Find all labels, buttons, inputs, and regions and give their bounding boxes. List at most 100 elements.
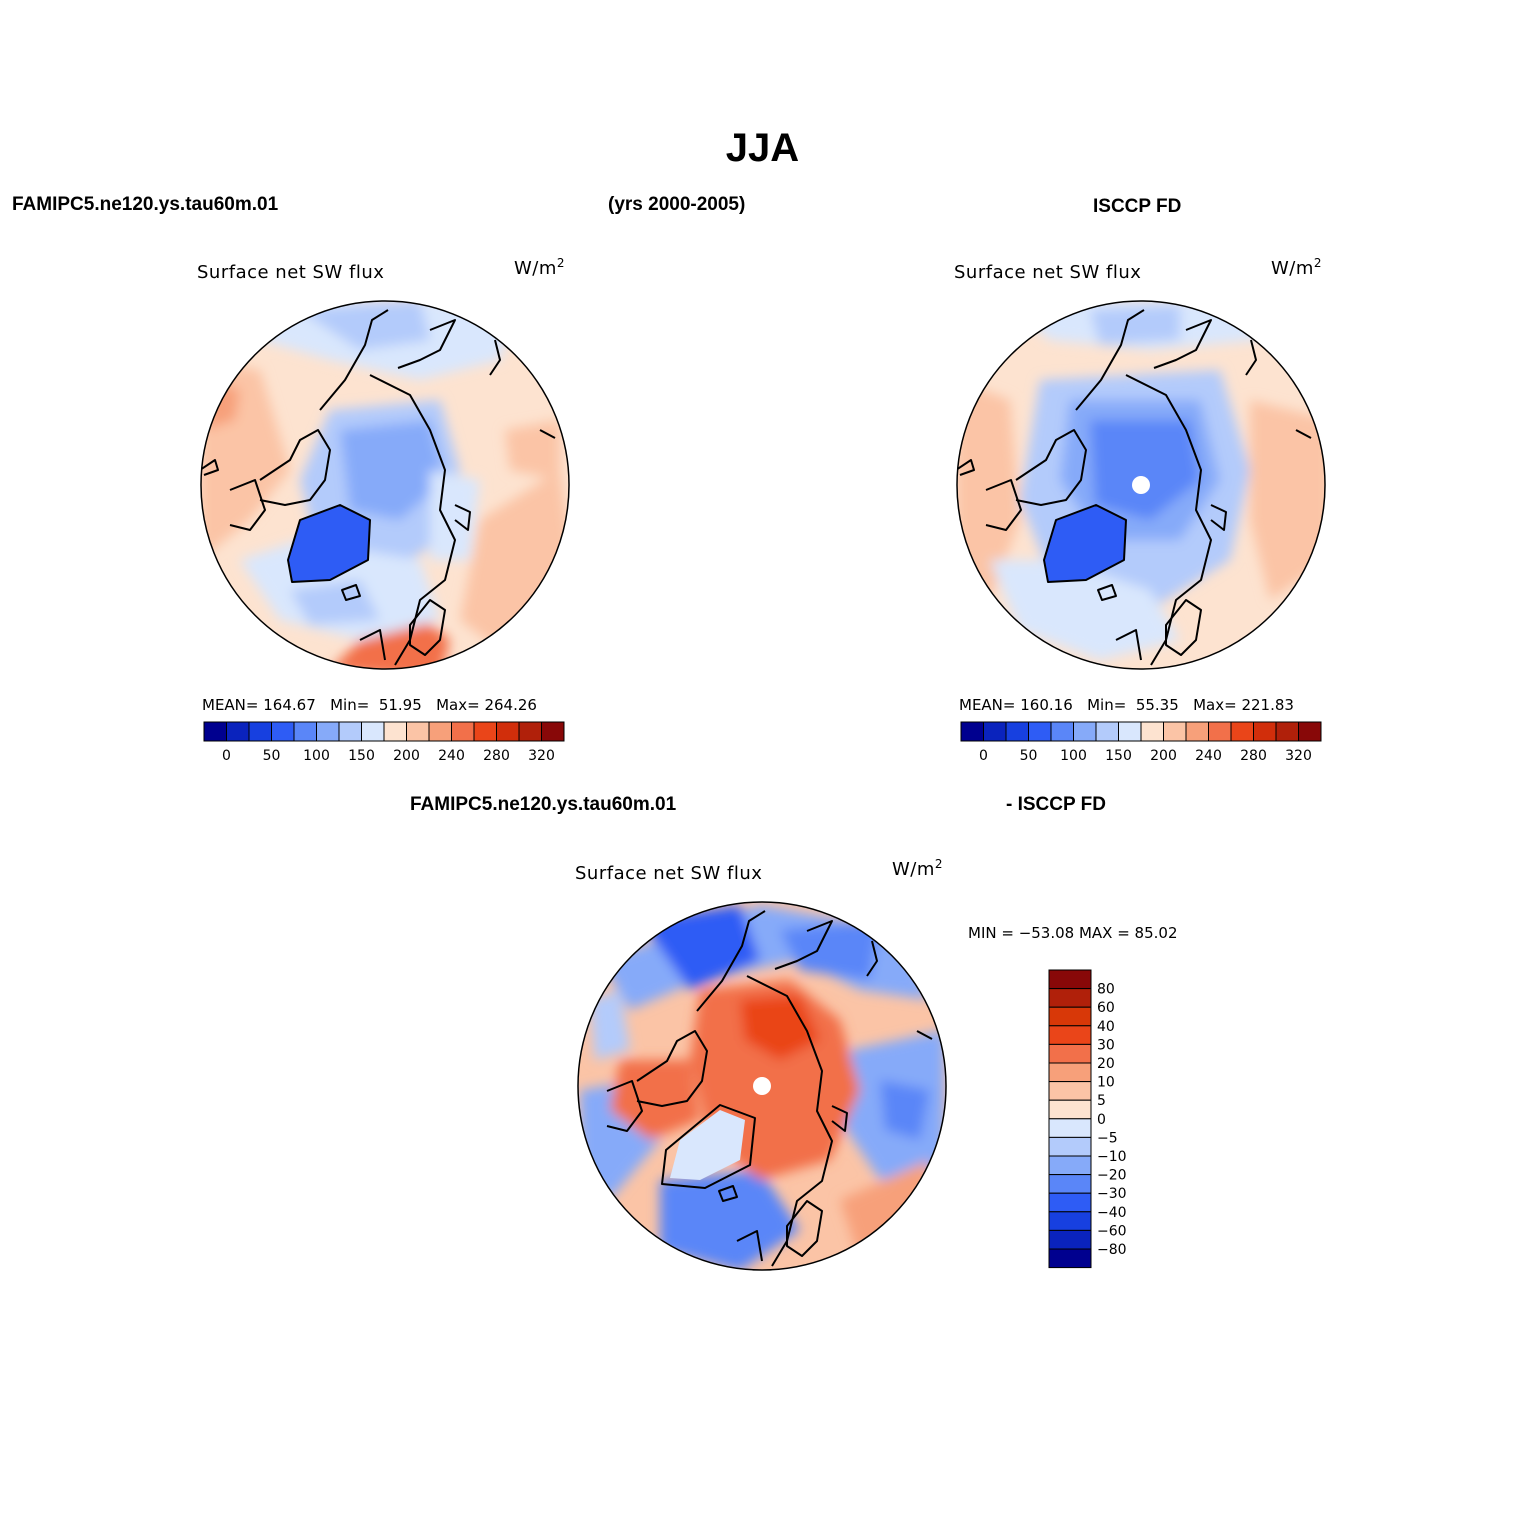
panel2-variable-label: Surface net SW flux xyxy=(954,262,1142,283)
panel3-colorbar-tick-label: −80 xyxy=(1097,1242,1127,1258)
panel1-mean-label: MEAN= xyxy=(202,696,259,714)
panel2-colorbar-swatch xyxy=(1050,721,1074,742)
panel3-colorbar-swatch xyxy=(1048,969,1092,990)
panel2-colorbar-tick-label: 240 xyxy=(1195,748,1222,764)
panel2-colorbar-swatch xyxy=(1028,721,1052,742)
diff-left-label: FAMIPC5.ne120.ys.tau60m.01 xyxy=(410,794,677,815)
panel1-colorbar-swatch xyxy=(226,721,250,742)
panel2-colorbar-swatch xyxy=(983,721,1007,742)
panel1-units-sup: 2 xyxy=(556,256,566,270)
panel2-colorbar-swatch xyxy=(1118,721,1142,742)
panel3-colorbar-swatch xyxy=(1048,1155,1092,1176)
panel2-colorbar-tick-label: 320 xyxy=(1285,748,1312,764)
panel2-colorbar-swatch xyxy=(960,721,984,742)
panel1-units-text: W/m xyxy=(514,258,557,279)
panel2-colorbar-swatch xyxy=(1230,721,1254,742)
panel1-colorbar-tick-label: 100 xyxy=(303,748,330,764)
panel2-colorbar-swatch xyxy=(1298,721,1322,742)
panel3-variable-label: Surface net SW flux xyxy=(575,863,763,884)
panel1-colorbar-swatch xyxy=(361,721,385,742)
panel3-colorbar-swatch xyxy=(1048,1211,1092,1231)
panel1-colorbar-swatch xyxy=(406,721,430,742)
panel2-mean: 160.16 xyxy=(1020,696,1073,714)
panel1-colorbar-swatch xyxy=(428,721,452,742)
panel1-colorbar-swatch xyxy=(293,721,317,742)
panel3-colorbar-tick-label: 80 xyxy=(1097,982,1115,998)
panel2-max-label: Max= xyxy=(1193,696,1237,714)
panel1-mean: 164.67 xyxy=(263,696,316,714)
panel3-colorbar-swatch xyxy=(1048,1099,1092,1120)
panel3-colorbar-swatch xyxy=(1048,1174,1092,1194)
panel1-colorbar-swatch xyxy=(338,721,362,742)
panel3-colorbar-swatch xyxy=(1048,1248,1092,1269)
diff-right-label: - ISCCP FD xyxy=(1006,794,1106,815)
panel1-max: 264.26 xyxy=(484,696,537,714)
panel3-colorbar-tick-label: 40 xyxy=(1097,1019,1115,1035)
panel1-colorbar-swatch xyxy=(248,721,272,742)
panel3-units-text: W/m xyxy=(892,859,935,880)
top-right-case-label: ISCCP FD xyxy=(1093,196,1182,217)
panel3-colorbar-swatch xyxy=(1048,1229,1092,1250)
panel2-colorbar-tick-label: 280 xyxy=(1240,748,1267,764)
panel1-colorbar-tick-label: 240 xyxy=(438,748,465,764)
panel3-colorbar-swatch xyxy=(1048,1025,1092,1045)
panel2-colorbar-swatch xyxy=(1163,721,1187,742)
panel1-max-label: Max= xyxy=(436,696,480,714)
panel2-colorbar-swatch xyxy=(1095,721,1119,742)
panel3-colorbar-tick-label: 10 xyxy=(1097,1075,1115,1091)
panel2-colorbar-swatch xyxy=(1140,721,1164,742)
panel1-colorbar-swatch xyxy=(541,721,565,742)
years-label: (yrs 2000-2005) xyxy=(608,194,746,215)
panel1-stats: MEAN= MEAN= 164.67 Min= 51.95 Max= 264.2… xyxy=(202,696,537,714)
panel1-colorbar-swatch xyxy=(383,721,407,742)
panel1-colorbar: 0 50 100 150 200 240 280 320 xyxy=(203,721,565,764)
panel3-colorbar-tick-label: 60 xyxy=(1097,1000,1115,1016)
panel2-units: W/m2 xyxy=(1271,256,1322,279)
panel3-colorbar-swatch xyxy=(1048,1006,1092,1027)
panel3-colorbar-tick-label: −5 xyxy=(1097,1130,1118,1146)
panel2-colorbar-swatch xyxy=(1275,721,1299,742)
panel1-colorbar-tick-label: 320 xyxy=(528,748,555,764)
panel2-colorbar-tick-label: 100 xyxy=(1060,748,1087,764)
panel2-colorbar-swatch xyxy=(1253,721,1277,742)
panel1-colorbar-swatch xyxy=(451,721,475,742)
panel3-minmax: MIN = −53.08 MAX = 85.02 xyxy=(968,924,1178,942)
panel3-colorbar-swatch xyxy=(1048,1043,1092,1064)
panel2-mean-label: MEAN= xyxy=(959,696,1016,714)
panel2-colorbar: 0 50 100 150 200 240 280 320 xyxy=(960,721,1322,764)
panel1-colorbar-tick-label: 200 xyxy=(393,748,420,764)
panel2-min: 55.35 xyxy=(1135,696,1179,714)
panel3-colorbar-tick-label: −10 xyxy=(1097,1149,1127,1165)
panel2-map xyxy=(956,300,1326,670)
panel1-variable-label: Surface net SW flux xyxy=(197,262,385,283)
panel1-colorbar-swatch xyxy=(473,721,497,742)
panel2-stats: MEAN= 160.16 Min= 55.35 Max= 221.83 xyxy=(959,696,1294,714)
panel3-colorbar-tick-label: −30 xyxy=(1097,1186,1127,1202)
panel1-colorbar-swatch xyxy=(316,721,340,742)
panel2-colorbar-swatch xyxy=(1073,721,1097,742)
panel3-colorbar-swatch xyxy=(1048,988,1092,1008)
panel1-colorbar-tick-label: 150 xyxy=(348,748,375,764)
panel1-min-label: Min= xyxy=(330,696,370,714)
panel3-colorbar-tick-label: −40 xyxy=(1097,1205,1127,1221)
panel1-min: 51.95 xyxy=(378,696,422,714)
panel1-units: W/m2 xyxy=(514,256,565,279)
panel3-colorbar-tick-label: 5 xyxy=(1097,1093,1106,1109)
panel3-colorbar-tick-label: 0 xyxy=(1097,1112,1106,1128)
panel2-colorbar-tick-label: 200 xyxy=(1150,748,1177,764)
panel3-colorbar-tick-label: −20 xyxy=(1097,1168,1127,1184)
panel2-colorbar-tick-label: 150 xyxy=(1105,748,1132,764)
panel3-map xyxy=(577,901,947,1271)
panel2-colorbar-swatch xyxy=(1005,721,1029,742)
panel1-colorbar-swatch xyxy=(271,721,295,742)
panel2-colorbar-tick-label: 0 xyxy=(979,748,988,764)
panel1-colorbar-swatch xyxy=(203,721,227,742)
panel2-units-text: W/m xyxy=(1271,258,1314,279)
panel2-colorbar-swatch xyxy=(1208,721,1232,742)
panel1-map xyxy=(200,300,570,670)
panel2-colorbar-swatch xyxy=(1185,721,1209,742)
panel3-colorbar-tick-label: 30 xyxy=(1097,1037,1115,1053)
panel2-max: 221.83 xyxy=(1241,696,1294,714)
panel2-units-sup: 2 xyxy=(1313,256,1323,270)
